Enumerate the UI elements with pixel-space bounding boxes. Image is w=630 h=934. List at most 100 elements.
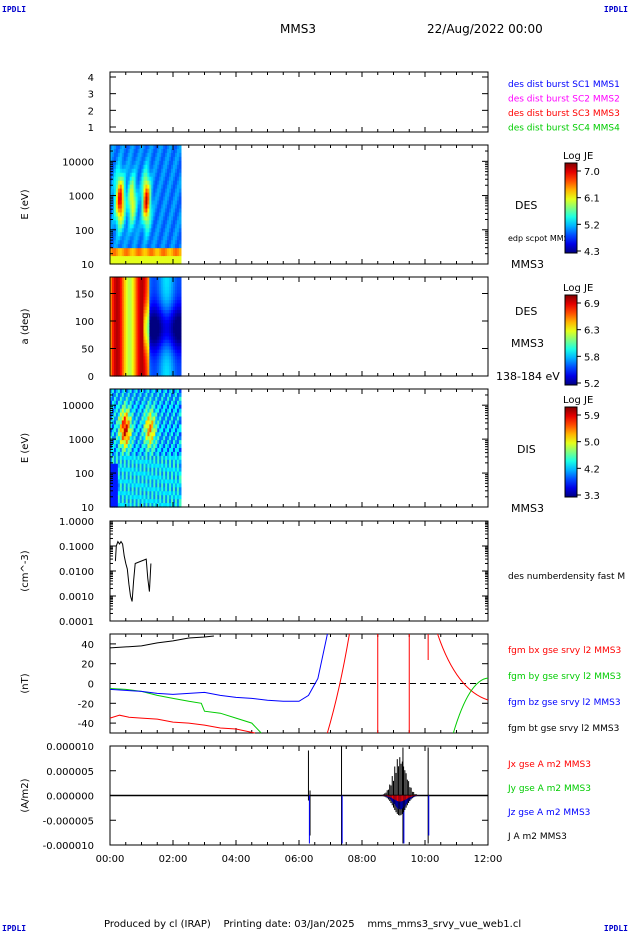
spectrogram-cell xyxy=(173,216,176,221)
spectrogram-cell xyxy=(139,280,143,285)
spectrogram-cell xyxy=(167,319,170,324)
spectrogram-cell xyxy=(127,156,131,162)
spectrogram-cell xyxy=(165,188,168,194)
spectrogram-cell xyxy=(165,467,168,473)
spectrogram-cell xyxy=(119,369,123,374)
spectrogram-cell xyxy=(173,343,176,347)
spectrogram-cell xyxy=(115,160,119,166)
spectrogram-cell xyxy=(135,475,139,481)
spectrogram-cell xyxy=(119,196,123,202)
spectrogram-cell xyxy=(111,306,115,311)
spectrogram-cell xyxy=(125,168,129,174)
spectrogram-cell xyxy=(167,156,170,162)
spectrogram-cell xyxy=(145,196,149,202)
spectrogram-cell xyxy=(143,448,147,453)
spectrogram-cell xyxy=(137,339,141,344)
spectrogram-cell xyxy=(139,343,143,347)
spectrogram-cell xyxy=(141,499,145,504)
spectrogram-cell xyxy=(119,290,123,295)
spectrogram-cell xyxy=(137,148,141,154)
spectrogram-cell xyxy=(163,436,166,441)
spectrogram-cell xyxy=(171,280,174,285)
spectrogram-cell xyxy=(157,479,160,484)
spectrogram-cell xyxy=(145,283,149,288)
spectrogram-cell xyxy=(139,156,143,162)
spectrogram-cell xyxy=(145,459,149,465)
spectrogram-cell xyxy=(149,416,152,422)
spectrogram-cell xyxy=(173,495,176,500)
spectrogram-cell xyxy=(163,346,166,351)
spectrogram-cell xyxy=(176,392,180,398)
spectrogram-cell xyxy=(178,256,182,261)
spectrogram-cell xyxy=(141,362,145,367)
spectrogram-cell xyxy=(147,336,150,341)
spectrogram-cell xyxy=(147,300,150,304)
spectrogram-cell xyxy=(147,346,150,351)
spectrogram-cell xyxy=(129,471,133,477)
spectrogram-cell xyxy=(178,329,182,334)
spectrogram-cell xyxy=(145,200,149,206)
spectrogram-cell xyxy=(141,495,145,500)
spectrogram-cell xyxy=(165,459,168,465)
spectrogram-cell xyxy=(174,339,178,344)
spectrogram-cell xyxy=(139,455,143,461)
spectrogram-cell xyxy=(113,412,117,418)
spectrogram-cell xyxy=(167,362,170,367)
spectrogram-cell xyxy=(110,455,113,461)
spectrogram-cell xyxy=(110,293,113,298)
spectrogram-cell xyxy=(173,436,176,441)
spectrogram-cell xyxy=(123,232,127,237)
spectrogram-cell xyxy=(123,428,127,433)
spectrogram-cell xyxy=(143,152,147,158)
spectrogram-cell xyxy=(161,280,164,285)
spectrogram-cell xyxy=(129,400,133,406)
spectrogram-cell xyxy=(131,420,135,425)
spectrogram-cell xyxy=(131,369,135,374)
spectrogram-cell xyxy=(141,145,145,150)
spectrogram-cell xyxy=(157,280,160,285)
spectrogram-cell xyxy=(123,303,127,308)
spectrogram-cell xyxy=(165,296,168,301)
spectrogram-cell xyxy=(141,412,145,418)
spectrogram-cell xyxy=(171,400,174,406)
spectrogram-cell xyxy=(139,248,143,253)
spectrogram-cell xyxy=(169,244,172,249)
spectrogram-cell xyxy=(135,152,139,158)
spectrogram-cell xyxy=(178,220,182,225)
spectrogram-cell xyxy=(133,172,137,178)
spectrogram-cell xyxy=(153,359,156,364)
spectrogram-cell xyxy=(125,323,129,328)
spectrogram-cell xyxy=(115,164,119,170)
spectrogram-cell xyxy=(110,343,113,347)
spectrogram-cell xyxy=(137,499,141,504)
spectrogram-cell xyxy=(127,416,131,422)
spectrogram-cell xyxy=(133,156,137,162)
spectrogram-cell xyxy=(131,306,135,311)
spectrogram-cell xyxy=(176,323,180,328)
spectrogram-cell xyxy=(149,248,152,253)
spectrogram-cell xyxy=(153,224,156,229)
spectrogram-cell xyxy=(151,333,154,337)
spectrogram-cell xyxy=(165,196,168,202)
spectrogram-cell xyxy=(149,303,152,308)
spectrogram-cell xyxy=(171,463,174,469)
spectrogram-cell xyxy=(121,471,125,477)
spectrogram-cell xyxy=(145,343,149,347)
spectrogram-cell xyxy=(178,310,182,314)
spectrogram-cell xyxy=(151,164,154,170)
spectrogram-cell xyxy=(113,208,117,214)
spectrogram-cell xyxy=(135,156,139,162)
spectrogram-cell xyxy=(125,256,129,261)
spectrogram-cell xyxy=(119,389,123,394)
spectrogram-cell xyxy=(121,487,125,492)
spectrogram-cell xyxy=(167,306,170,311)
spectrogram-cell xyxy=(139,303,143,308)
spectrogram-cell xyxy=(123,216,127,221)
spectrogram-cell xyxy=(151,343,154,347)
spectrogram-cell xyxy=(176,176,180,182)
spectrogram-cell xyxy=(125,424,129,429)
spectrogram-cell xyxy=(171,451,174,457)
spectrogram-cell xyxy=(161,176,164,182)
spectrogram-cell xyxy=(133,455,137,461)
spectrogram-cell xyxy=(165,487,168,492)
